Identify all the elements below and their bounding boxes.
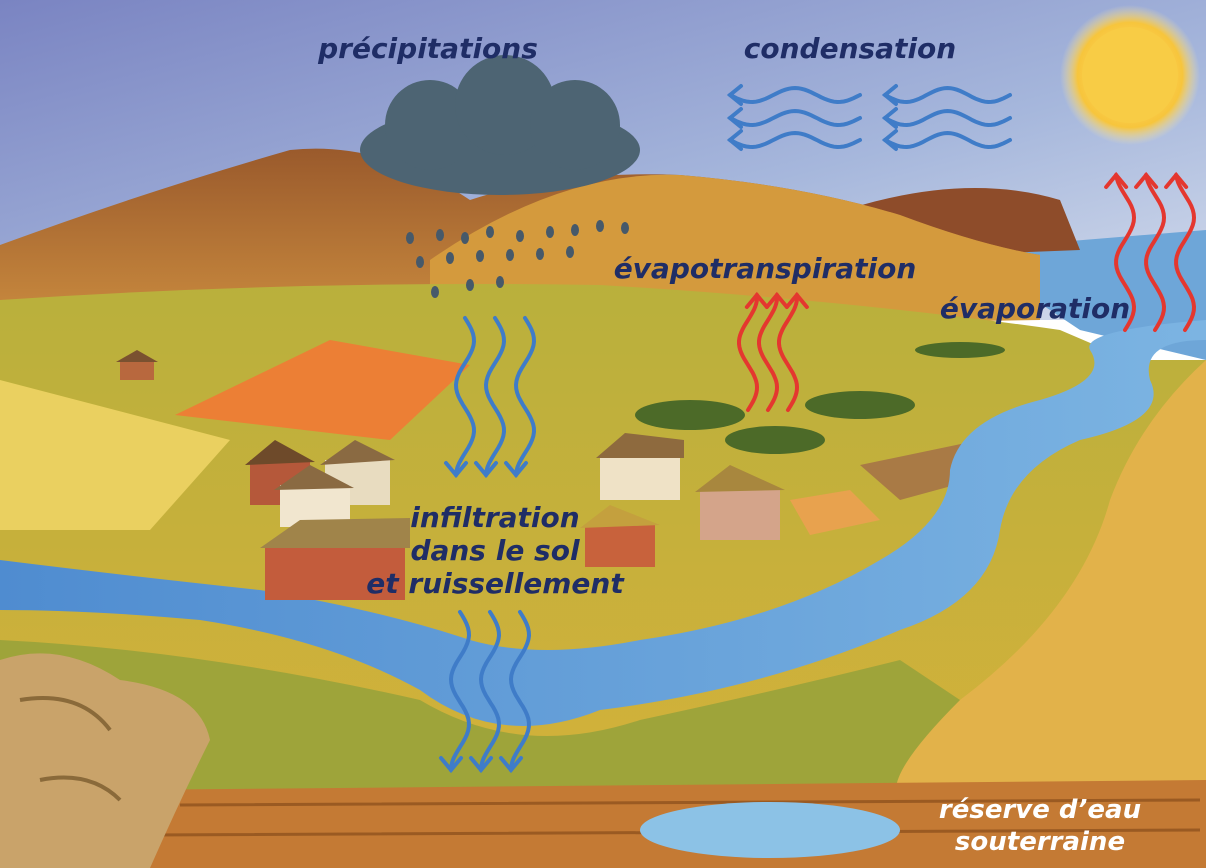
raindrop xyxy=(571,224,579,236)
raindrop xyxy=(431,286,439,298)
raindrop xyxy=(486,226,494,238)
raindrop xyxy=(506,249,514,261)
tree xyxy=(725,426,825,454)
raindrop xyxy=(546,226,554,238)
house xyxy=(120,360,154,380)
label-evapotranspiration: évapotranspiration xyxy=(614,252,917,285)
raindrop xyxy=(416,256,424,268)
label-evaporation: évaporation xyxy=(940,292,1130,325)
label-precipitations: précipitations xyxy=(317,32,538,65)
house xyxy=(585,525,655,567)
tree xyxy=(635,400,745,430)
label-infiltration: dans le sol xyxy=(410,534,580,567)
raindrop xyxy=(596,220,604,232)
raindrop xyxy=(466,279,474,291)
bush xyxy=(915,342,1005,358)
sun xyxy=(1082,27,1178,123)
raindrop xyxy=(516,230,524,242)
cloud-part xyxy=(530,80,620,170)
house xyxy=(600,455,680,500)
raindrop xyxy=(566,246,574,258)
raindrop xyxy=(406,232,414,244)
page: {"labels": { "precipitations": "précipit… xyxy=(0,0,1206,868)
raindrop xyxy=(621,222,629,234)
tree xyxy=(805,391,915,419)
label-infiltration: et ruissellement xyxy=(366,567,625,600)
underground-pond xyxy=(640,802,900,858)
label-condensation: condensation xyxy=(744,32,956,65)
house xyxy=(700,490,780,540)
water-cycle-illustration: précipitations condensation évapotranspi… xyxy=(0,0,1206,868)
raindrop xyxy=(536,248,544,260)
raindrop xyxy=(446,252,454,264)
raindrop xyxy=(461,232,469,244)
raindrop xyxy=(436,229,444,241)
label-reserve: réserve d’eau xyxy=(939,795,1141,825)
raindrop xyxy=(496,276,504,288)
raindrop xyxy=(476,250,484,262)
label-infiltration: infiltration xyxy=(410,501,579,534)
label-reserve: souterraine xyxy=(955,827,1125,857)
